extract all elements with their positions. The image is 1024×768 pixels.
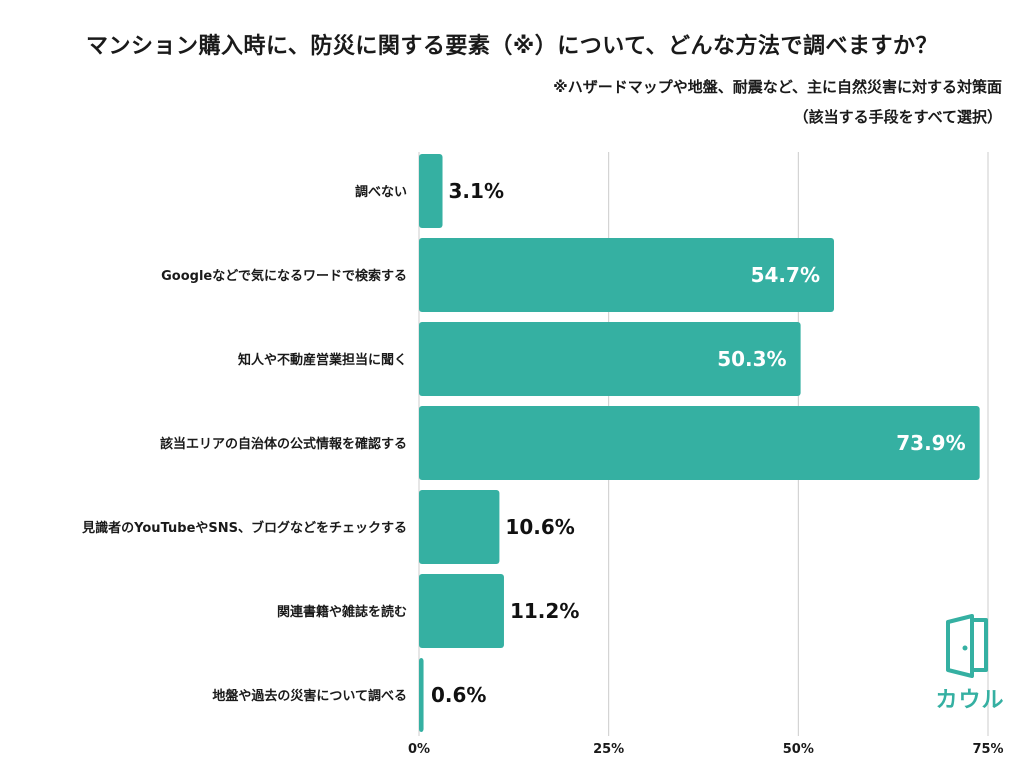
category-label: 地盤や過去の災害について調べる <box>212 688 407 704</box>
logo-text: カウル <box>935 688 1005 713</box>
x-tick-label: 25% <box>593 742 624 757</box>
category-label: Googleなどで気になるワードで検索する <box>161 268 407 284</box>
value-label: 10.6% <box>505 515 574 539</box>
category-label: 該当エリアの自治体の公式情報を確認する <box>160 436 407 452</box>
bar <box>419 658 424 732</box>
chart-title: マンション購入時に、防災に関する要素（※）について、どんな方法で調べますか？ <box>86 34 938 59</box>
door-icon <box>946 614 988 678</box>
chart-note: ※ハザードマップや地盤、耐震など、主に自然災害に対する対策面 <box>553 78 1002 96</box>
bar <box>419 322 801 396</box>
value-label: 0.6% <box>431 683 486 707</box>
category-label: 関連書籍や雑誌を読む <box>277 604 407 620</box>
bar <box>419 238 834 312</box>
bar <box>419 406 980 480</box>
value-label: 50.3% <box>717 347 786 371</box>
bar <box>419 154 443 228</box>
category-label: 知人や不動産営業担当に聞く <box>238 352 407 368</box>
x-tick-label: 75% <box>972 742 1003 757</box>
value-label: 11.2% <box>510 599 579 623</box>
value-label: 54.7% <box>751 263 820 287</box>
value-label: 3.1% <box>449 179 504 203</box>
kauru-logo: カウル <box>934 614 1006 714</box>
bar <box>419 490 500 564</box>
x-tick-label: 50% <box>783 742 814 757</box>
x-tick-label: 0% <box>408 742 430 757</box>
value-label: 73.9% <box>896 431 965 455</box>
category-label: 見識者のYouTubeやSNS、ブログなどをチェックする <box>81 520 407 536</box>
bar <box>419 574 504 648</box>
category-label: 調べない <box>355 184 407 200</box>
chart-subnote: （該当する手段をすべて選択） <box>793 108 1002 126</box>
